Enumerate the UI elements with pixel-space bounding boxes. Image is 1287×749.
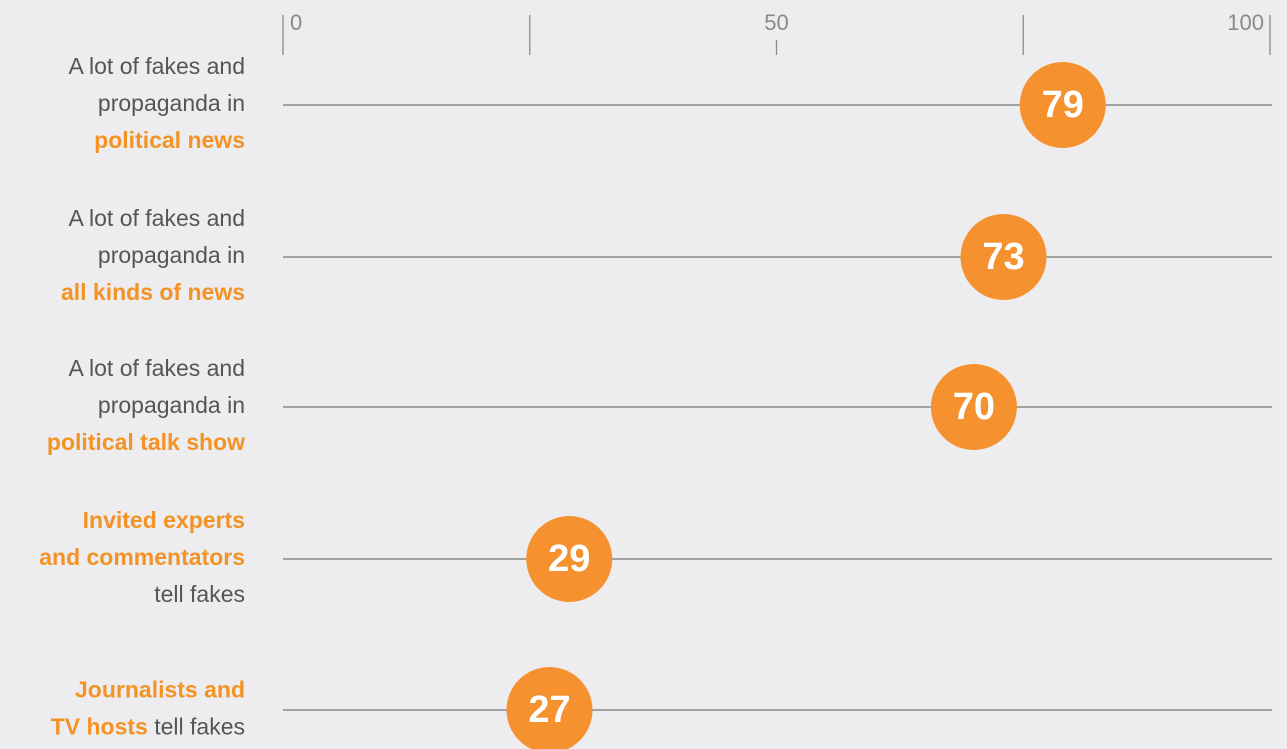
dot xyxy=(1019,62,1106,148)
label-part: A lot of fakes and xyxy=(69,205,245,231)
label-part: Journalists and xyxy=(75,677,245,703)
category-label: all kinds of news xyxy=(61,279,245,305)
category-label: propaganda in xyxy=(98,90,245,116)
dot xyxy=(930,364,1017,450)
category-label: Invited experts xyxy=(83,507,245,533)
label-part: Invited experts xyxy=(83,507,245,533)
value-label: 79 xyxy=(1042,84,1084,126)
category-label: political talk show xyxy=(47,429,245,455)
category-label: TV hosts tell fakes xyxy=(51,714,245,740)
dot xyxy=(960,214,1047,300)
value-label: 70 xyxy=(953,386,995,428)
x-tick-label: 0 xyxy=(290,10,302,35)
label-part: propaganda in xyxy=(98,90,245,116)
label-part: A lot of fakes and xyxy=(69,53,245,79)
category-label: A lot of fakes and xyxy=(69,53,245,79)
dot xyxy=(506,667,593,749)
value-label: 29 xyxy=(548,538,590,580)
category-label: A lot of fakes and xyxy=(69,355,245,381)
label-part: and commentators xyxy=(39,544,245,570)
category-label: A lot of fakes and xyxy=(69,205,245,231)
value-label: 27 xyxy=(528,689,570,731)
label-part: political talk show xyxy=(47,429,245,455)
label-part: A lot of fakes and xyxy=(69,355,245,381)
dot xyxy=(526,516,613,602)
label-part: tell fakes xyxy=(148,714,245,740)
category-label: tell fakes xyxy=(154,581,245,607)
category-label: and commentators xyxy=(39,544,245,570)
label-part: propaganda in xyxy=(98,392,245,418)
label-part: political news xyxy=(94,127,245,153)
category-label: propaganda in xyxy=(98,392,245,418)
label-part: tell fakes xyxy=(154,581,245,607)
label-part: TV hosts xyxy=(51,714,148,740)
label-part: propaganda in xyxy=(98,242,245,268)
value-label: 73 xyxy=(982,236,1024,278)
x-tick-label: 50 xyxy=(764,10,788,35)
category-label: political news xyxy=(94,127,245,153)
x-tick-label: 100 xyxy=(1227,10,1264,35)
category-label: Journalists and xyxy=(75,677,245,703)
label-part: all kinds of news xyxy=(61,279,245,305)
category-label: propaganda in xyxy=(98,242,245,268)
